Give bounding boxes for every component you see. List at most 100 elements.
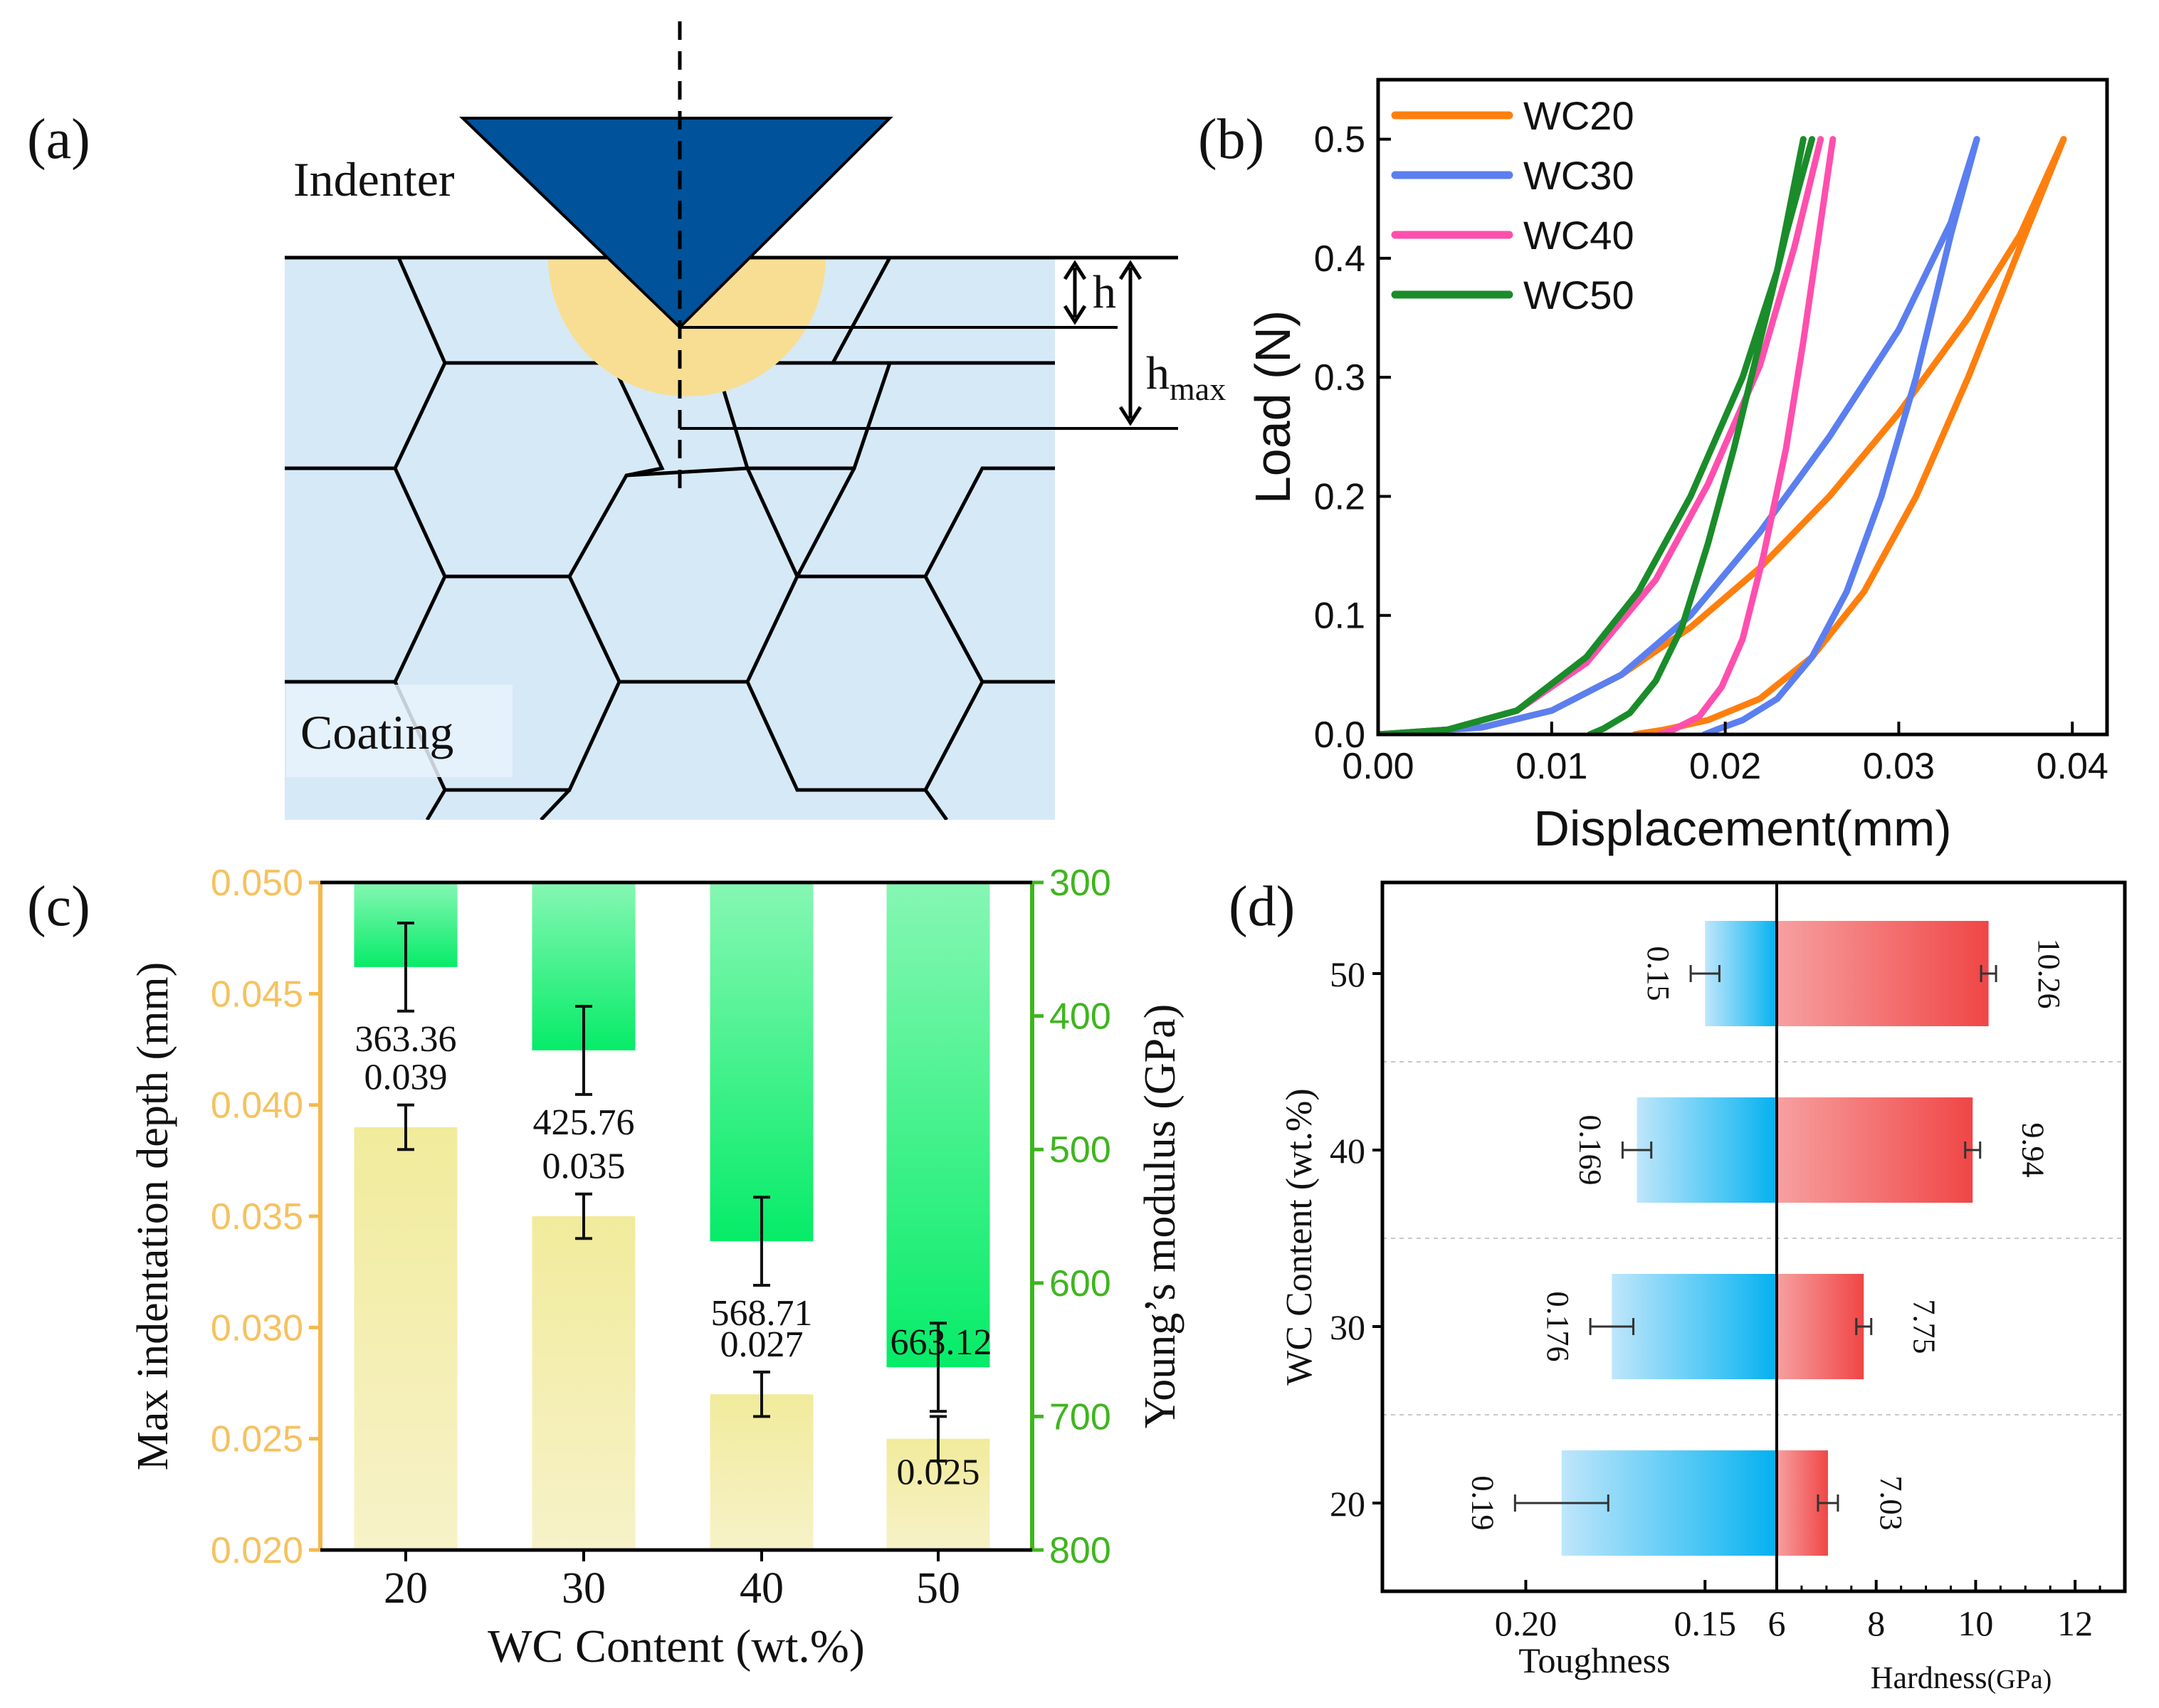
y-tick-label: 0.0 <box>1314 715 1365 756</box>
panel-c-label: (c) <box>27 875 90 938</box>
indenter-label: Indenter <box>293 152 455 206</box>
hardness-bar-30 <box>1777 1274 1864 1379</box>
x-tick-label: 20 <box>384 1564 428 1613</box>
hardness-bar-50 <box>1777 921 1989 1026</box>
hardness-value-label: 9.94 <box>2016 1123 2051 1178</box>
panel-b-legend: WC20 WC30 WC40 WC50 <box>1391 93 1634 317</box>
left-tick-label: 0.020 <box>211 1530 303 1571</box>
left-tick-label: 0.035 <box>211 1196 303 1238</box>
toughness-value-label: 0.176 <box>1540 1292 1575 1362</box>
y-tick-label: 40 <box>1330 1131 1365 1171</box>
depth-bar-20 <box>354 1127 458 1550</box>
x-tick-label: 0.02 <box>1689 746 1761 787</box>
depth-value-label: 0.027 <box>720 1324 804 1365</box>
right-tick-label: 300 <box>1049 863 1111 904</box>
panel-c-depth-modulus: (c) 0.039363.360.035425.760.027568.710.0… <box>27 863 1184 1672</box>
depth-value-label: 0.035 <box>542 1146 626 1187</box>
toughness-tick-label: 0.15 <box>1674 1603 1737 1643</box>
hmax-arrow <box>1118 260 1142 426</box>
panel-b-load-displacement: (b) 0.00 0.01 0.02 0.03 0.040.00.10.20.30.40… <box>1198 78 2109 856</box>
x-tick-label: 0.04 <box>2037 746 2108 787</box>
hmax-label-main: h <box>1146 347 1170 399</box>
right-tick-label: 700 <box>1049 1396 1111 1438</box>
hardness-tick-label: 6 <box>1768 1603 1786 1643</box>
y-tick-label: 0.3 <box>1314 357 1365 399</box>
y-tick-label: 0.1 <box>1314 596 1365 637</box>
h-label: h <box>1093 266 1116 318</box>
h-arrow <box>1063 260 1087 325</box>
hardness-value-label: 7.03 <box>1874 1476 1908 1531</box>
left-tick-label: 0.030 <box>211 1307 303 1349</box>
modulus-value-label: 363.36 <box>355 1019 457 1060</box>
modulus-value-label: 425.76 <box>533 1102 635 1143</box>
depth-value-label: 0.025 <box>897 1453 980 1493</box>
y-tick-label: 50 <box>1330 954 1365 994</box>
x-tick-label: 50 <box>916 1564 960 1613</box>
toughness-axis-label: Toughness <box>1518 1640 1670 1680</box>
modulus-value-label: 568.71 <box>711 1293 813 1334</box>
coating-label: Coating <box>300 705 453 759</box>
plot-frame <box>1376 78 2109 737</box>
legend-label-wc30: WC30 <box>1523 153 1634 198</box>
y-tick-label: 20 <box>1330 1484 1365 1524</box>
right-tick-label: 400 <box>1049 996 1111 1038</box>
panel-d-bars: 0.19 7.03 0.176 7.75 0.169 9.94 0.15 10.26 <box>1465 921 2066 1556</box>
grain-hexagons <box>285 258 1055 820</box>
y-tick-label: 30 <box>1330 1307 1365 1347</box>
depth-value-label: 0.039 <box>364 1058 448 1098</box>
indenter-triangle <box>459 117 893 330</box>
x-tick-label: 0.01 <box>1515 746 1587 787</box>
depth-bar-40 <box>710 1394 814 1550</box>
x-tick-label: 40 <box>740 1564 784 1613</box>
toughness-bar-30 <box>1612 1274 1777 1379</box>
panel-a-label: (a) <box>27 108 90 171</box>
hardness-value-label: 10.26 <box>2032 939 2066 1009</box>
y-tick-label: 0.4 <box>1314 238 1365 280</box>
right-tick-label: 600 <box>1049 1263 1111 1304</box>
panel-a-schematic: (a) Coating Indenter <box>27 21 1226 820</box>
right-tick-label: 800 <box>1049 1530 1111 1571</box>
hmax-label: hmax <box>1146 347 1226 407</box>
toughness-tick-label: 0.20 <box>1495 1603 1557 1643</box>
hmax-label-sub: max <box>1170 371 1226 407</box>
left-tick-label: 0.050 <box>211 863 303 904</box>
hardness-axis-unit: (GPa) <box>1987 1665 2052 1694</box>
panel-d-toughness-hardness: (d) 0.19 7.030.176 7.750.169 9.940.15 10.26 … <box>1229 875 2127 1695</box>
x-tick-label: 30 <box>562 1564 606 1613</box>
right-tick-label: 500 <box>1049 1129 1111 1171</box>
hardness-tick-label: 10 <box>1958 1603 1993 1643</box>
legend-label-wc50: WC50 <box>1523 273 1634 317</box>
plot-frame <box>1380 880 2127 1593</box>
y-tick-label: 0.2 <box>1314 476 1365 517</box>
curve-wc40-unloading <box>1656 136 1837 734</box>
panel-b-label: (b) <box>1198 108 1264 171</box>
curve-wc30-unloading <box>1701 136 1980 734</box>
panel-c-axes: 0.020 0.025 0.030 0.035 0.040 0.045 0.050 300 40… <box>129 863 1184 1672</box>
depth-bar-30 <box>532 1216 636 1550</box>
toughness-value-label: 0.169 <box>1572 1115 1607 1186</box>
coating-label-bg <box>286 685 513 777</box>
x-tick-label: 0.03 <box>1863 746 1935 787</box>
y-axis-label: Load (N) <box>1245 310 1301 504</box>
left-tick-label: 0.040 <box>211 1085 303 1127</box>
x-axis-label: Displacement(mm) <box>1533 801 1951 856</box>
hardness-value-label: 7.75 <box>1907 1300 1942 1354</box>
toughness-value-label: 0.19 <box>1465 1476 1500 1531</box>
right-axis-label: Young’s modulus (GPa) <box>1136 1004 1184 1429</box>
left-tick-label: 0.045 <box>211 974 303 1015</box>
curve-wc20-unloading <box>1632 136 2067 734</box>
curve-wc20-loading <box>1378 136 2067 734</box>
left-tick-label: 0.025 <box>211 1419 303 1460</box>
legend-label-wc40: WC40 <box>1523 213 1634 258</box>
panel-d-axes: 20 30 40 50 WC Content (wt.%) 0.20 0.15 6 8 10 12 T… <box>1279 880 2127 1695</box>
y-axis-label: WC Content (wt.%) <box>1279 1088 1320 1385</box>
modulus-bar-40 <box>710 882 814 1242</box>
curve-wc50-unloading <box>1586 136 1815 734</box>
y-tick-label: 0.5 <box>1314 120 1365 161</box>
panel-b-axes: 0.00 0.01 0.02 0.03 0.04 0.0 0.1 0.2 0.3 0.4 0.5 Di… <box>1245 78 2109 856</box>
hardness-tick-label: 12 <box>2057 1603 2093 1643</box>
hardness-bar-40 <box>1777 1097 1973 1203</box>
x-axis-label: WC Content (wt.%) <box>488 1620 865 1672</box>
toughness-value-label: 0.15 <box>1641 947 1676 1001</box>
